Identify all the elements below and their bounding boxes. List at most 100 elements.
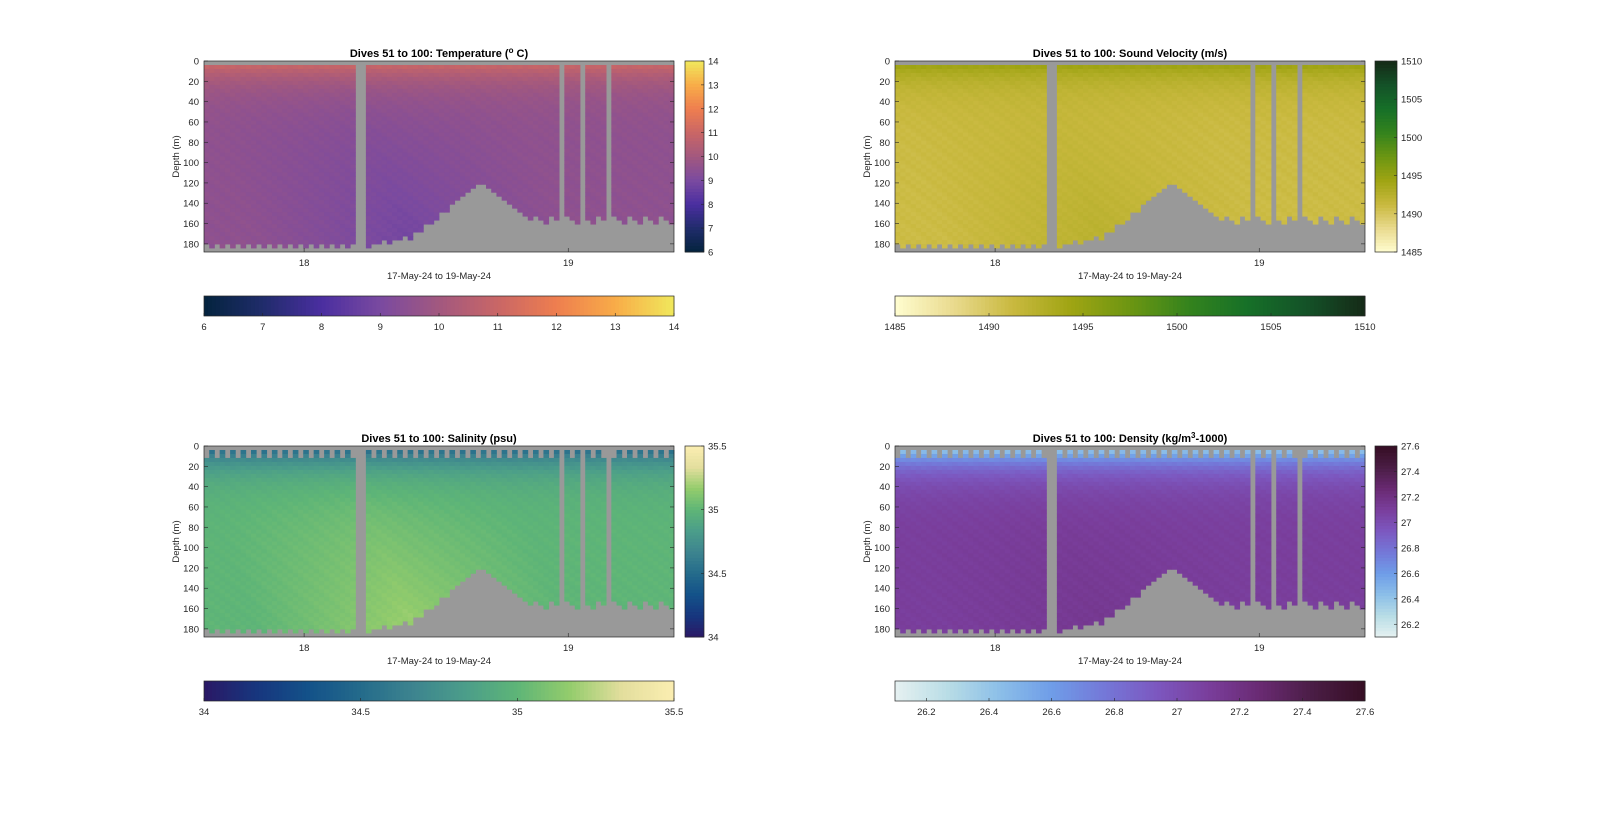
heatmap-cell [334, 200, 341, 205]
heatmap-cell [381, 164, 388, 169]
heatmap-cell [1020, 152, 1026, 157]
heatmap-cell [428, 144, 435, 149]
heatmap-cell [1036, 120, 1042, 126]
heatmap-cell [616, 128, 623, 134]
heatmap-cell [658, 72, 664, 78]
heatmap-cell [905, 76, 912, 82]
heatmap-cell [621, 104, 628, 110]
heatmap-cell [600, 116, 607, 122]
heatmap-cell [952, 240, 959, 245]
heatmap-cell [412, 96, 419, 102]
heatmap-cell [611, 124, 617, 130]
heatmap-cell [224, 64, 231, 70]
heatmap-cell [653, 220, 659, 225]
heatmap-cell [600, 176, 607, 181]
heatmap-cell [978, 116, 985, 122]
heatmap-cell [527, 100, 534, 106]
heatmap-cell [271, 184, 278, 189]
heatmap-cell [486, 100, 492, 106]
heatmap-cell [621, 204, 628, 209]
heatmap-cell [345, 108, 351, 114]
heatmap-cell [475, 104, 482, 110]
heatmap-cell [973, 88, 979, 94]
heatmap-cell [444, 176, 450, 181]
heatmap-cell [224, 136, 231, 141]
colorbar-vertical-band [685, 127, 704, 132]
heatmap-cell [381, 84, 388, 90]
heatmap-cell [595, 120, 602, 126]
heatmap-cell [329, 156, 335, 161]
heatmap-cell [256, 128, 262, 134]
heatmap-cell [261, 144, 268, 149]
heatmap-cell [658, 204, 664, 209]
heatmap-cell [277, 200, 283, 205]
heatmap-cell [449, 168, 456, 173]
heatmap-cell [952, 112, 959, 118]
heatmap-cell [470, 72, 476, 78]
heatmap-cell [564, 112, 570, 118]
heatmap-cell [459, 100, 466, 106]
heatmap-cell [496, 152, 503, 157]
heatmap-cell [439, 92, 445, 98]
heatmap-cell [533, 68, 539, 74]
heatmap-cell [1015, 80, 1021, 86]
heatmap-cell [1030, 204, 1037, 209]
heatmap-cell [905, 140, 912, 145]
heatmap-cell [553, 184, 560, 189]
heatmap-cell [999, 80, 1006, 86]
heatmap-cell [1009, 84, 1016, 90]
heatmap-cell [491, 156, 497, 161]
heatmap-cell [423, 88, 429, 94]
heatmap-cell [921, 136, 927, 141]
heatmap-cell [642, 92, 649, 98]
colorbar-vertical-band [685, 178, 704, 183]
heatmap-cell [517, 108, 523, 114]
heatmap-cell [538, 72, 544, 78]
heatmap-cell [308, 116, 315, 122]
heatmap-cell [392, 196, 398, 201]
heatmap-cell [543, 180, 550, 185]
heatmap-cell [642, 132, 649, 138]
heatmap-cell [989, 96, 995, 102]
heatmap-cell [942, 84, 948, 90]
colorbar-vertical-band [685, 140, 704, 145]
colorbar-vertical-band [685, 64, 704, 68]
colorbar-horizontal-label: 11 [493, 322, 503, 333]
heatmap-cell [397, 224, 403, 229]
heatmap-cell [350, 236, 356, 241]
heatmap-cell [548, 204, 555, 209]
heatmap-cell [371, 68, 377, 74]
colorbar-horizontal-label: 9 [378, 322, 383, 333]
heatmap-cell [1036, 104, 1042, 110]
heatmap-cell [543, 200, 550, 205]
heatmap-cell [224, 176, 231, 181]
heatmap-cell [973, 72, 979, 78]
heatmap-cell [533, 72, 539, 78]
heatmap-cell [392, 168, 398, 173]
heatmap-cell [214, 112, 221, 118]
heatmap-cell [475, 136, 482, 141]
heatmap-cell [533, 176, 539, 181]
heatmap-cell [538, 124, 544, 130]
heatmap-cell [595, 100, 602, 106]
heatmap-cell [952, 232, 959, 237]
heatmap-cell [952, 132, 959, 138]
heatmap-cell [905, 144, 912, 149]
heatmap-cell [444, 200, 450, 205]
heatmap-cell [433, 136, 440, 141]
heatmap-cell [1036, 136, 1042, 141]
heatmap-cell [926, 200, 932, 205]
heatmap-cell [292, 108, 299, 114]
heatmap-cell [454, 148, 461, 153]
heatmap-cell [386, 84, 393, 90]
heatmap-cell [407, 236, 414, 241]
colorbar-horizontal-band [658, 296, 663, 316]
heatmap-cell [574, 172, 581, 177]
heatmap-cell [627, 148, 633, 153]
heatmap-cell [989, 204, 995, 209]
heatmap-cell [663, 152, 670, 157]
heatmap-cell [324, 120, 330, 126]
heatmap-cell [590, 68, 597, 74]
heatmap-cell [402, 212, 409, 217]
heatmap-cell [423, 96, 429, 102]
